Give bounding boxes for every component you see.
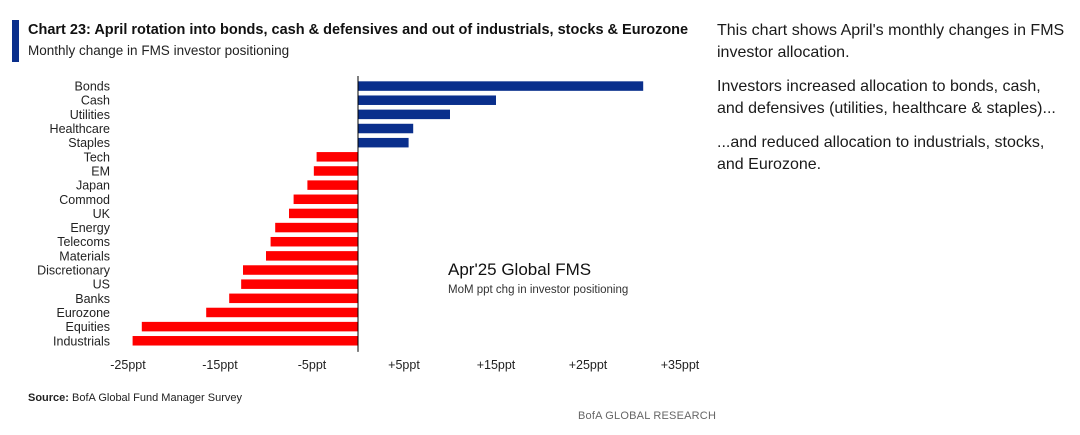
commentary-paragraph-1: This chart shows April's monthly changes… [717, 22, 1065, 61]
commentary-paragraph-3: ...and reduced allocation to industrials… [717, 134, 1045, 173]
category-label: Cash [81, 94, 110, 108]
x-tick-label: -25ppt [110, 358, 146, 372]
x-tick-label: +25ppt [569, 358, 608, 372]
bar-commod [293, 194, 358, 205]
category-label: Bonds [75, 80, 110, 94]
commentary-paragraph-2: Investors increased allocation to bonds,… [717, 78, 1056, 117]
bar-discretionary [243, 265, 358, 275]
bar-staples [358, 137, 409, 148]
category-label: UK [93, 207, 111, 221]
x-tick-label: +35ppt [661, 358, 700, 372]
x-tick-label: +15ppt [477, 358, 516, 372]
brand-footer: BofA GLOBAL RESEARCH [578, 410, 717, 422]
bar-eurozone [206, 307, 358, 318]
bar-tech [316, 152, 358, 162]
source-text: BofA Global Fund Manager Survey [68, 392, 243, 404]
commentary: This chart shows April's monthly changes… [717, 20, 1067, 188]
bar-cash [358, 95, 496, 105]
category-label: Utilities [70, 108, 110, 122]
category-label: Tech [84, 150, 110, 164]
bar-chart: BondsCashUtilitiesHealthcareStaplesTechE… [37, 76, 700, 372]
source-label: Source: [28, 392, 69, 404]
bar-healthcare [358, 123, 414, 134]
annotation-subtitle: MoM ppt chg in investor positioning [448, 284, 628, 296]
source-note: Source: BofA Global Fund Manager Survey [28, 392, 242, 404]
category-label: Commod [59, 193, 110, 207]
title-accent-bar [12, 20, 19, 62]
bar-equities [141, 321, 358, 332]
bar-industrials [132, 336, 358, 346]
chart-title: Chart 23: April rotation into bonds, cas… [28, 22, 689, 38]
category-label: Industrials [53, 334, 110, 348]
category-label: Healthcare [50, 122, 110, 136]
bar-uk [289, 208, 358, 219]
category-label: Telecoms [57, 235, 110, 249]
category-label: Eurozone [56, 306, 110, 320]
x-tick-label: +5ppt [388, 358, 420, 372]
bar-energy [275, 222, 358, 233]
category-label: Equities [66, 320, 110, 334]
bar-em [313, 166, 358, 176]
bar-japan [307, 180, 358, 190]
bar-telecoms [270, 236, 358, 247]
annotation-title: Apr'25 Global FMS [448, 260, 591, 279]
category-label: Staples [68, 136, 110, 150]
chart-subtitle: Monthly change in FMS investor positioni… [28, 43, 290, 58]
category-label: Banks [75, 292, 110, 306]
bar-us [241, 279, 358, 289]
bar-utilities [358, 109, 450, 120]
bar-banks [229, 293, 358, 304]
x-tick-label: -5ppt [298, 358, 327, 372]
category-label: Materials [59, 249, 110, 263]
bar-bonds [358, 81, 644, 91]
category-label: Discretionary [37, 264, 111, 278]
category-label: EM [91, 164, 110, 178]
category-label: US [93, 278, 110, 292]
x-tick-label: -15ppt [202, 358, 238, 372]
category-label: Japan [76, 179, 110, 193]
category-label: Energy [70, 221, 110, 235]
bar-materials [266, 251, 358, 261]
